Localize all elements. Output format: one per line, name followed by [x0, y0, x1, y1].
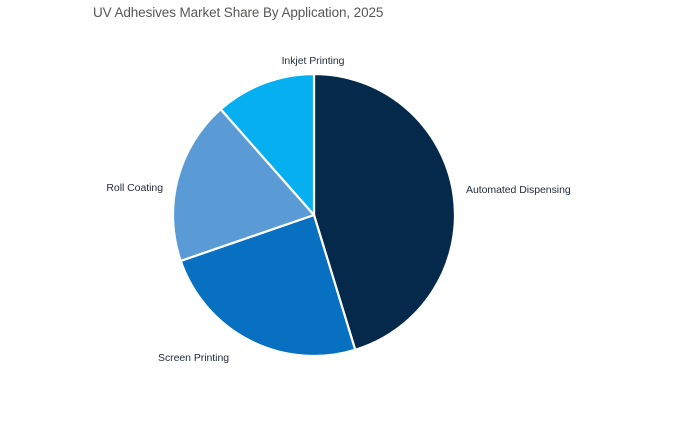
pie-slice-inkjet-printing[interactable] [219, 72, 316, 217]
pie-slice-label-screen-printing: Screen Printing [158, 352, 230, 364]
pie-slice-group [171, 72, 457, 358]
pie-slice-label-roll-coating: Roll Coating [106, 182, 163, 194]
pie-slice-label-automated-dispensing: Automated Dispensing [466, 184, 571, 196]
pie-slice-screen-printing[interactable] [179, 213, 357, 358]
pie-slice-roll-coating[interactable] [171, 108, 316, 263]
pie-slice-label-inkjet-printing: Inkjet Printing [281, 55, 345, 67]
page-title: UV Adhesives Market Share By Application… [93, 5, 384, 20]
pie-slice-automated-dispensing[interactable] [312, 72, 457, 351]
